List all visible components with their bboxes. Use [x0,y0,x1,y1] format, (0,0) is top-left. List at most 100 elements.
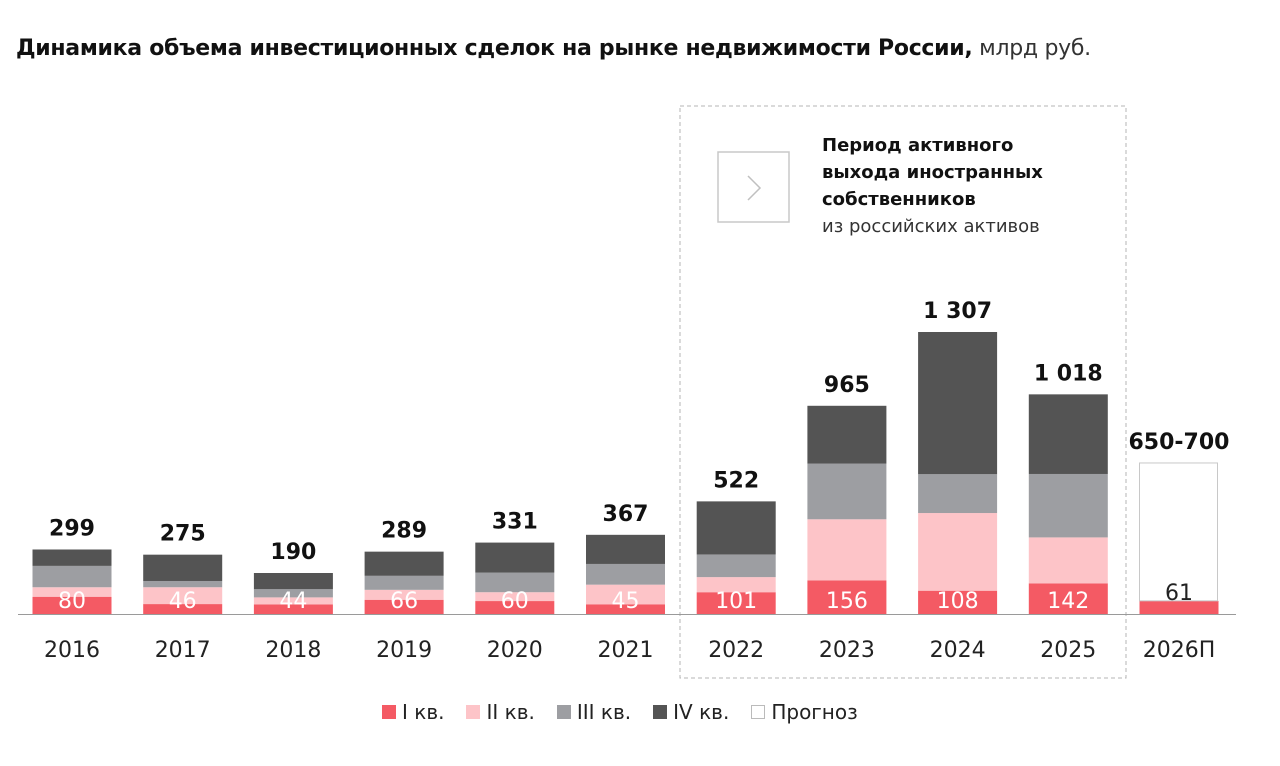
bar-segment-2 [807,519,887,581]
bar-segment-3 [143,580,223,588]
legend-item-forecast: Прогноз [751,700,858,724]
x-tick-label: 2017 [155,638,211,663]
legend-swatch [556,705,571,719]
annotation-line: Период активного [822,135,1014,156]
total-label: 367 [603,502,649,527]
bar-segment-3 [364,575,444,590]
bar-segment-2 [696,577,776,593]
x-tick-label: 2021 [598,638,654,663]
bar-segment-1 [1139,600,1219,614]
total-label: 1 307 [923,299,992,324]
legend-label: III кв. [576,700,632,724]
bar-segment-1 [143,604,223,614]
q1-data-label: 44 [279,589,307,614]
legend-swatch [382,705,396,719]
legend-swatch [466,705,481,719]
bar-segment-2 [253,597,333,605]
bar-segment-3 [253,589,333,598]
total-label: 299 [49,516,95,541]
q1-data-label: 60 [501,589,529,614]
bar-segment-1 [807,580,887,614]
bar-segment-1 [1028,583,1108,614]
bar-segment-2 [1028,537,1108,584]
legend-item-q2: II кв. [466,700,535,724]
annotation-text: Период активного выхода иностранных собс… [822,132,1043,240]
bar-segment-2 [32,587,112,597]
highlight-period-box [679,105,1127,679]
x-tick-label: 2022 [708,638,764,663]
legend-label: Прогноз [771,700,858,724]
legend: I кв. II кв. III кв. IV кв. Прогноз [382,700,858,724]
x-tick-label: 2018 [265,638,321,663]
total-label: 190 [270,540,316,565]
q1-data-label: 101 [715,589,757,614]
bar-segment-1 [364,599,444,614]
bar-segment-1 [32,596,112,614]
x-tick-label: 2023 [819,638,875,663]
q1-data-label: 142 [1047,589,1089,614]
total-label: 289 [381,519,427,544]
legend-item-q1: I кв. [382,700,444,724]
total-label: 965 [824,373,870,398]
total-label: 331 [492,510,538,535]
legend-item-q4: IV кв. [653,700,729,724]
bar-segment-4 [807,405,887,464]
x-tick-label: 2019 [376,638,432,663]
bar-segment-2 [586,584,665,605]
total-label: 522 [713,468,759,493]
bar-segment-4 [364,551,444,576]
bar-segment-2 [143,587,223,605]
bar-segment-3 [696,554,776,578]
q1-data-label: 46 [169,589,197,614]
chevron-right-icon [717,151,790,223]
total-label: 650-700 [1129,430,1230,455]
bar-segment-4 [586,534,665,564]
bar-segment-3 [807,463,887,520]
q1-data-label: 45 [612,589,640,614]
annotation-line: из российских активов [822,216,1040,237]
x-tick-label: 2020 [487,638,543,663]
bar-segment-3 [475,572,555,593]
bar-segment-1 [696,592,776,614]
x-tick-label: 2016 [44,638,100,663]
bar-segment-3 [918,474,998,514]
bar-segment-2 [475,592,555,602]
bar-segment-1 [586,604,665,614]
bar-segment-3 [1028,473,1108,538]
bar-segment-4 [32,549,112,566]
annotation-line: выхода иностранных [822,162,1043,183]
bar-segment-4 [475,542,555,573]
bar-segment-4 [253,573,333,590]
annotation-line: собственников [822,189,976,210]
x-tick-label: 2025 [1040,638,1096,663]
bar-segment-4 [1028,394,1108,474]
bar-segment-2 [364,589,444,600]
bar-segment-4 [143,554,223,581]
q1-data-label: 61 [1165,581,1193,606]
q1-data-label: 80 [58,589,86,614]
total-label: 275 [160,522,206,547]
x-tick-label: 2026П [1143,638,1216,663]
x-tick-label: 2024 [930,638,986,663]
legend-swatch [653,705,668,719]
legend-swatch [751,705,766,719]
bar-segment-3 [32,565,112,588]
total-label: 1 018 [1034,361,1103,386]
legend-label: I кв. [402,700,445,724]
bar-segment-4 [696,501,776,555]
bar-segment-1 [475,601,555,614]
bar-segment-5 [1139,462,1218,602]
legend-label: IV кв. [673,700,730,724]
title-main: Динамика объема инвестиционных сделок на… [16,36,973,61]
title-unit: млрд руб. [979,36,1091,61]
q1-data-label: 108 [937,589,979,614]
q1-data-label: 66 [390,589,418,614]
bar-segment-2 [918,513,998,591]
legend-item-q3: III кв. [556,700,632,724]
chart-title: Динамика объема инвестиционных сделок на… [16,36,1091,61]
bar-segment-1 [918,590,998,614]
q1-data-label: 156 [826,589,868,614]
bar-segment-1 [253,604,333,614]
legend-label: II кв. [486,700,535,724]
bar-segment-3 [586,563,665,585]
